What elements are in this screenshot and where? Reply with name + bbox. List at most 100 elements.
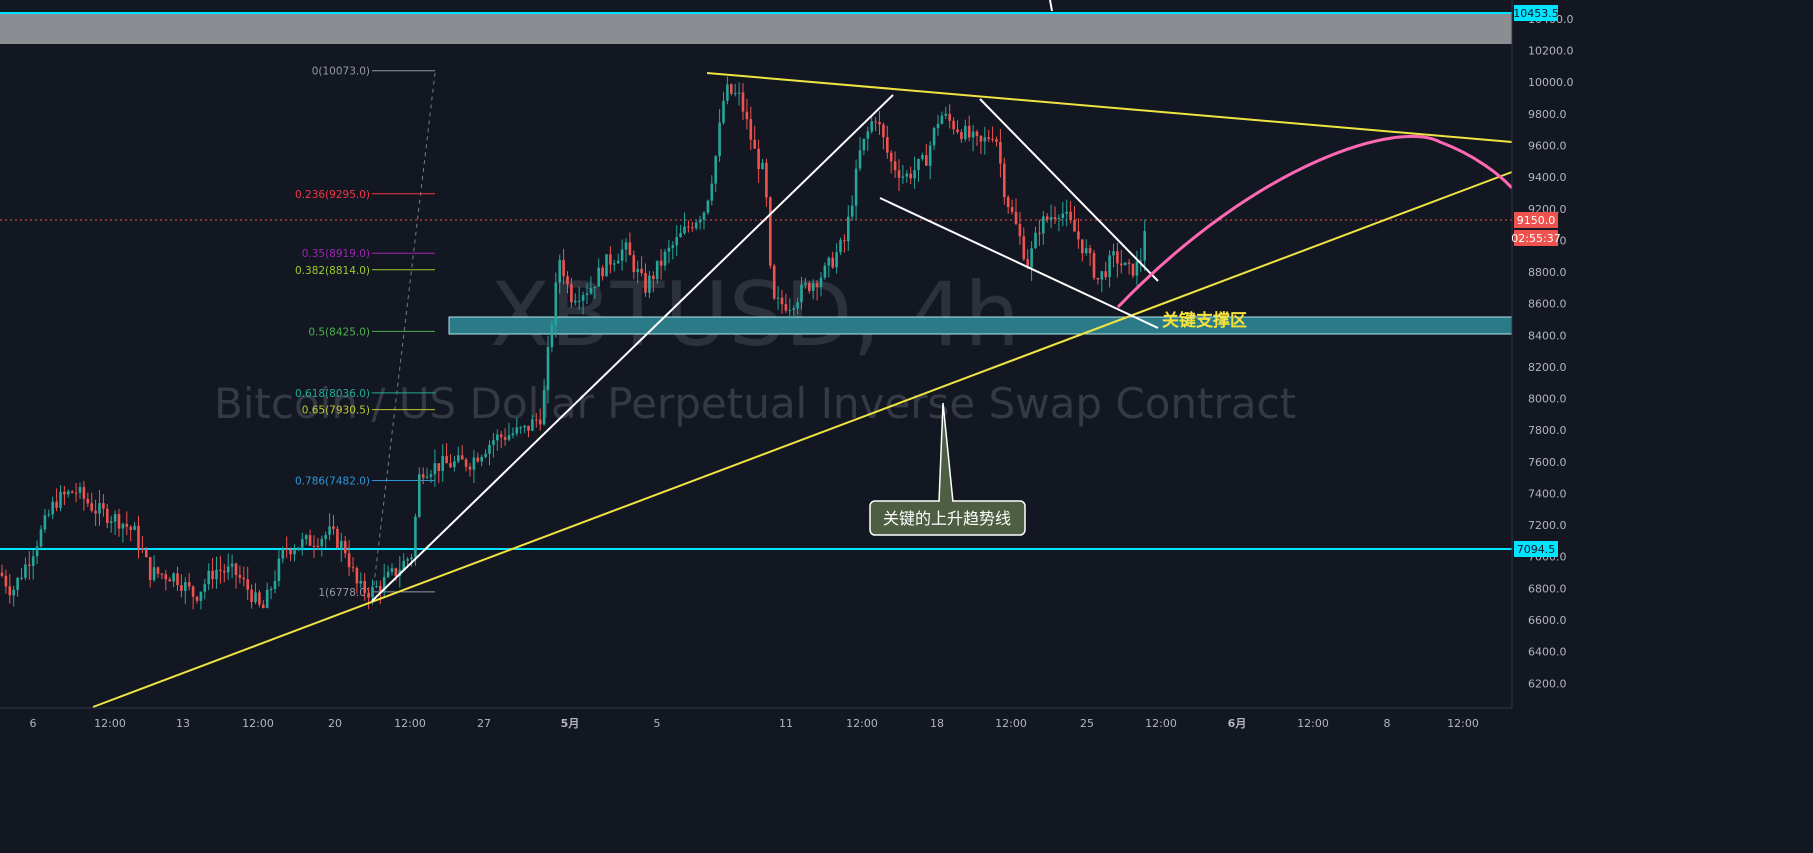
candle-body [47,514,51,516]
candle-body [59,491,62,508]
candle-body [246,579,249,590]
candle-body [964,125,967,140]
support-price-tag [1514,541,1558,557]
candle-body [905,173,909,177]
candle-body [484,453,487,457]
fib-trend-line[interactable] [371,72,436,602]
candle-body [429,474,433,477]
candle-body [262,604,265,609]
candle-body [694,222,698,229]
price-tick-label: 8200.0 [1528,361,1567,374]
fibonacci-retracement[interactable]: 0(10073.0) 0.236(9295.0) 0.35(8919.0) 0.382… [295,66,435,599]
candle-body [0,572,4,576]
candle-body [460,455,464,460]
candle-body [667,247,671,252]
candle-body [577,300,581,302]
time-tick-label: 6月 [1228,717,1247,730]
candle-body [316,545,320,547]
candle-body [129,526,132,530]
callout-joint [940,499,952,503]
candle-body [850,205,854,217]
candle-body [1014,211,1018,224]
candle-body [671,245,675,248]
candle-body [394,568,398,576]
wedge-upper-line[interactable] [979,98,1159,282]
candle-body [63,491,66,495]
candle-body [745,111,749,120]
candle-body [886,137,889,153]
descending-resistance-line[interactable] [706,72,1513,143]
candle-body [254,592,257,603]
candle-body [324,534,327,539]
candle-body [238,574,242,578]
candle-body [289,549,292,555]
candle-body [121,523,125,529]
projection-curve[interactable] [1116,134,1514,309]
key-support-zone[interactable] [448,316,1513,335]
candle-body [827,257,831,266]
candle-body [687,226,690,228]
price-tick-label: 8800.0 [1528,266,1567,279]
candle-body [1084,248,1088,254]
time-tick-label: 5 [654,717,661,730]
candle-body [663,251,667,266]
time-tick-label: 12:00 [94,717,126,730]
candle-body [94,510,97,514]
fib-level-label: 0.236(9295.0) [295,189,370,201]
candle-body [932,128,936,146]
fib-level-label: 0.35(8919.0) [302,248,370,260]
candle-body [215,569,218,580]
candle-body [425,476,429,478]
candle-body [987,137,990,139]
candle-body [106,508,109,523]
wedge-lower-line[interactable] [879,197,1159,329]
candle-body [347,553,351,568]
candle-body [410,557,413,560]
price-axis[interactable] [1512,0,1813,849]
candle-body [437,463,441,471]
candle-body [808,283,811,291]
candle-body [609,254,612,265]
candle-body [925,155,928,166]
candle-body [546,347,550,391]
candle-body [971,131,975,138]
candle-body [336,528,339,548]
candle-body [234,563,238,575]
candle-body [893,161,897,171]
candle-body [507,435,511,440]
candle-body [4,575,8,587]
candle-body [624,242,628,250]
candle-body [1003,163,1006,198]
candle-body [870,121,873,132]
candle-body [464,459,468,467]
candle-body [995,139,998,142]
candle-body [156,567,160,574]
candle-body [655,260,659,280]
rising-trendline[interactable] [92,171,1513,708]
candle-body [531,419,534,431]
candle-body [223,571,226,573]
price-tick-label: 9600.0 [1528,140,1567,153]
candle-body [207,570,210,585]
rising-channel-line[interactable] [371,94,894,602]
candle-body [749,119,753,140]
candle-body [757,148,760,169]
price-tick-label: 9400.0 [1528,171,1567,184]
candle-body [566,276,569,285]
candle-body [706,200,710,213]
candle-body [800,284,803,303]
candle-body [733,93,737,95]
candle-body [148,557,152,580]
symbol-watermark: XBTUSD, 4h [490,263,1020,366]
candle-body [616,260,620,264]
time-axis[interactable] [0,708,1512,736]
candle-body [960,132,963,140]
time-tick-label: 12:00 [846,717,878,730]
candle-body [940,115,944,124]
candle-body [195,596,199,601]
candle-body [343,541,347,554]
top-resistance-zone[interactable] [0,13,1512,44]
fib-level-label: 0.618(8036.0) [295,388,370,400]
